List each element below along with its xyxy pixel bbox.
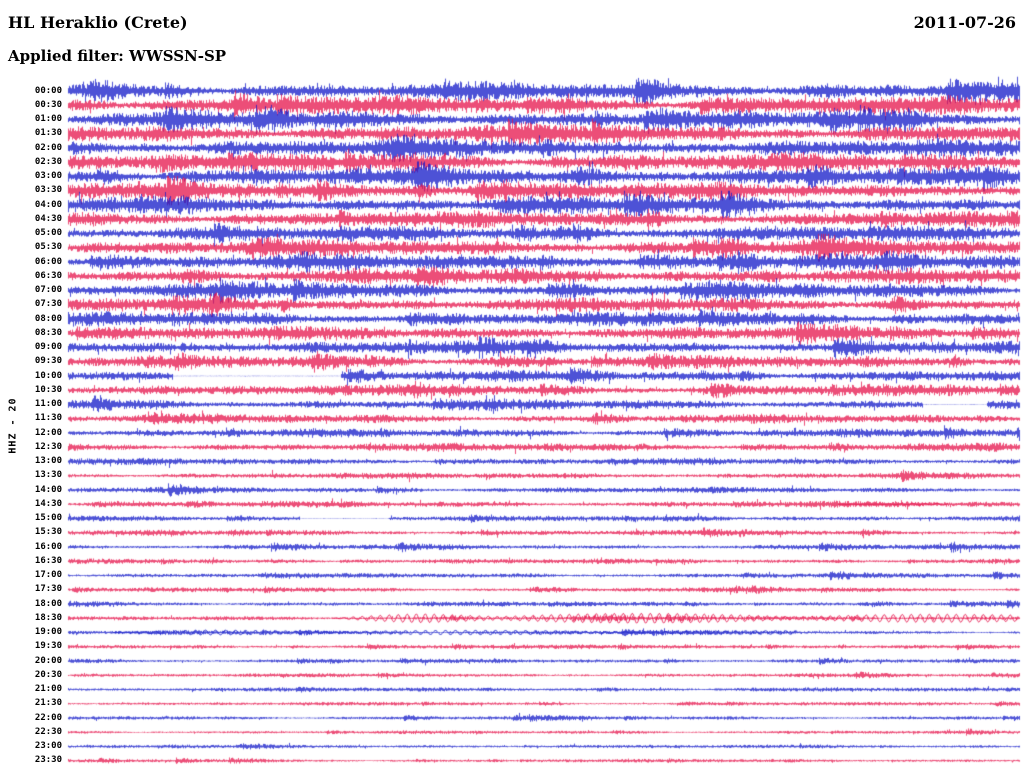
- seismogram-traces-canvas: [0, 0, 1024, 780]
- helicorder-page: HL Heraklio (Crete) 2011-07-26 Applied f…: [0, 0, 1024, 780]
